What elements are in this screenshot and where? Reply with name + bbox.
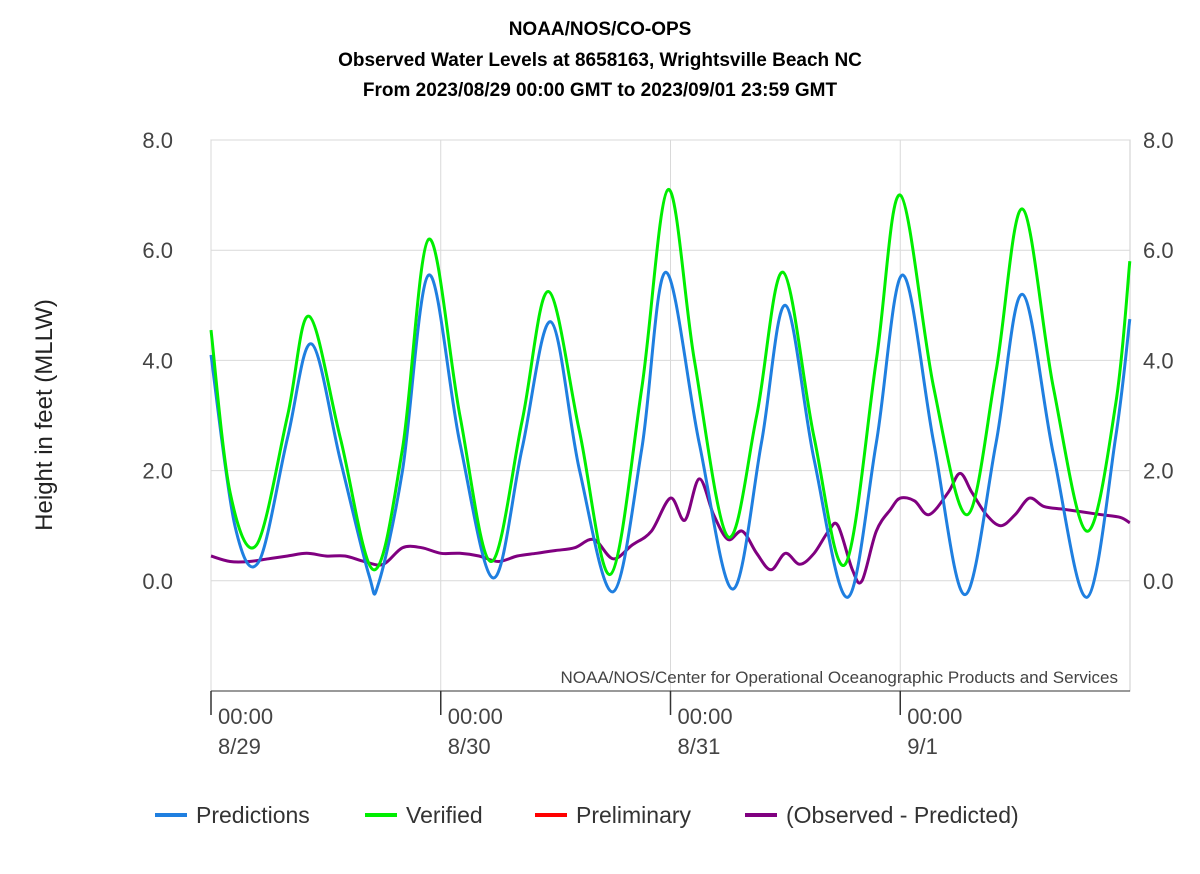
y-tick-label-right: 6.0	[1143, 238, 1174, 263]
x-tick-date-label: 8/29	[218, 734, 261, 759]
x-axis-ticks: 00:00 8/29 00:00 8/30 00:00 8/31 00:00 9/1	[210, 690, 1130, 759]
y-tick-label-left: 8.0	[142, 128, 173, 153]
legend-label-preliminary: Preliminary	[576, 802, 692, 828]
x-tick-time-label: 00:00	[907, 704, 962, 729]
series-line-observed-predicted	[210, 471, 1131, 585]
y-axis-left-ticks: 8.0 6.0 4.0 2.0 0.0	[142, 128, 173, 594]
y-tick-label-left: 6.0	[142, 238, 173, 263]
y-tick-label-left: 0.0	[142, 569, 173, 594]
series-line-predictions	[209, 270, 1132, 599]
x-tick-time-label: 00:00	[218, 704, 273, 729]
x-tick-date-label: 9/1	[907, 734, 938, 759]
y-tick-label-right: 4.0	[1143, 348, 1174, 373]
y-tick-label-right: 2.0	[1143, 459, 1174, 484]
y-axis-right-ticks: 8.0 6.0 4.0 2.0 0.0	[1143, 128, 1174, 594]
chart-credit: NOAA/NOS/Center for Operational Oceanogr…	[561, 668, 1119, 687]
chart-title-line-2: Observed Water Levels at 8658163, Wright…	[338, 50, 862, 71]
chart-title-line-1: NOAA/NOS/CO-OPS	[509, 19, 692, 40]
x-tick-time-label: 00:00	[448, 704, 503, 729]
y-tick-label-right: 0.0	[1143, 569, 1174, 594]
y-tick-label-left: 2.0	[142, 459, 173, 484]
chart-title: NOAA/NOS/CO-OPS Observed Water Levels at…	[338, 19, 862, 101]
series-line-verified	[209, 188, 1132, 576]
legend-label-predictions: Predictions	[196, 802, 310, 828]
y-tick-label-left: 4.0	[142, 348, 173, 373]
x-tick-date-label: 8/31	[678, 734, 721, 759]
y-tick-label-right: 8.0	[1143, 128, 1174, 153]
chart-title-line-3: From 2023/08/29 00:00 GMT to 2023/09/01 …	[363, 80, 838, 101]
legend: Predictions Verified Preliminary (Observed …	[155, 802, 1019, 828]
series-lines	[209, 188, 1132, 599]
y-axis-label: Height in feet (MLLW)	[31, 299, 58, 531]
legend-label-observed-predicted: (Observed - Predicted)	[786, 802, 1019, 828]
x-tick-date-label: 8/30	[448, 734, 491, 759]
x-tick-time-label: 00:00	[678, 704, 733, 729]
grid-lines	[210, 139, 1131, 692]
legend-label-verified: Verified	[406, 802, 483, 828]
